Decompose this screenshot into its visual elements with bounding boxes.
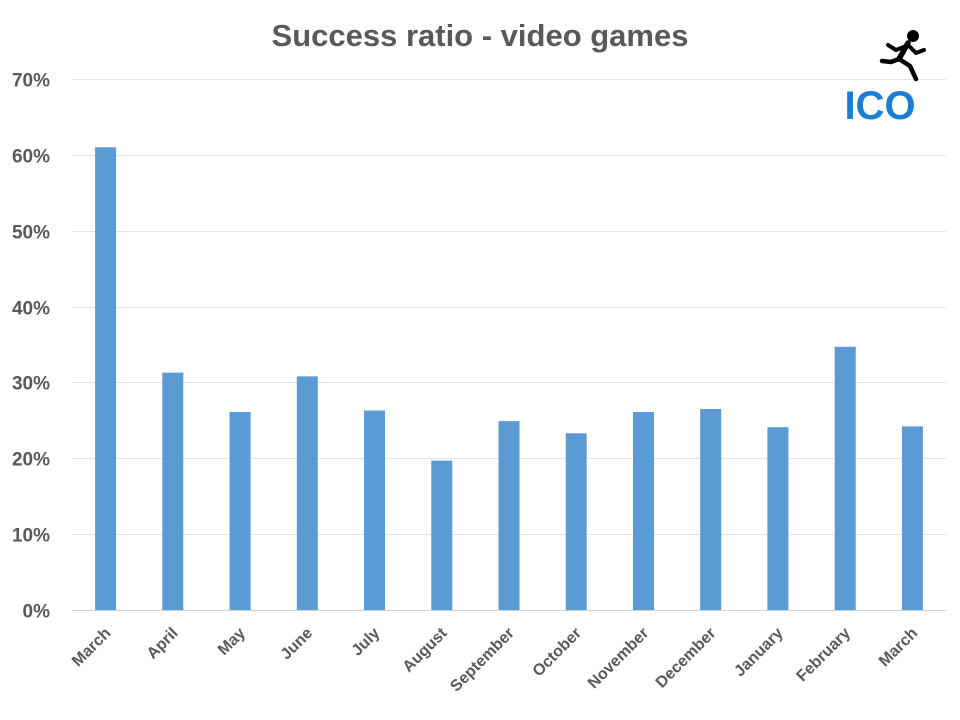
bar xyxy=(364,410,385,610)
bar xyxy=(834,346,856,610)
x-tick-label: June xyxy=(278,625,316,663)
x-tick-label: April xyxy=(144,625,182,663)
y-tick-label: 30% xyxy=(12,374,50,395)
x-tick-label: September xyxy=(447,625,518,696)
logo-text: ICO xyxy=(844,84,915,128)
bar xyxy=(633,412,654,610)
x-tick-label: December xyxy=(653,625,720,692)
x-tick-label: August xyxy=(400,624,451,675)
y-tick-label: 70% xyxy=(12,71,50,92)
bar xyxy=(229,412,251,610)
x-tick-label: May xyxy=(215,625,249,659)
y-axis-ticks: 0% 10% 20% 30% 40% 50% 60% 70% xyxy=(12,71,50,623)
x-tick-label: November xyxy=(585,625,652,692)
running-person-icon xyxy=(879,30,926,82)
bar xyxy=(431,460,453,610)
bar-layer xyxy=(95,147,923,611)
x-tick-label: February xyxy=(794,625,855,686)
bar xyxy=(95,147,117,611)
x-tick-label: October xyxy=(530,625,585,680)
bar xyxy=(498,421,520,610)
logo: ICO xyxy=(844,30,926,128)
bar xyxy=(296,376,318,610)
x-tick-label: March xyxy=(69,625,114,670)
bar xyxy=(565,433,587,610)
y-tick-label: 40% xyxy=(12,299,50,320)
y-tick-label: 60% xyxy=(12,147,50,168)
y-tick-label: 0% xyxy=(23,602,51,623)
x-tick-label: January xyxy=(731,625,786,680)
y-tick-label: 10% xyxy=(12,526,50,547)
x-tick-label: March xyxy=(876,625,921,670)
bar xyxy=(901,426,923,610)
bar xyxy=(162,372,184,610)
bar xyxy=(700,409,722,610)
x-tick-label: July xyxy=(349,625,384,660)
y-tick-label: 50% xyxy=(12,223,50,244)
bar xyxy=(767,427,789,610)
y-tick-label: 20% xyxy=(12,450,50,471)
chart-title: Success ratio - video games xyxy=(272,18,689,53)
